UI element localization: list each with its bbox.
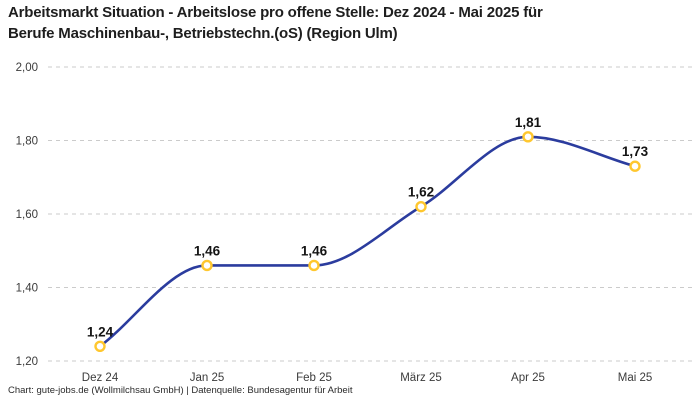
data-point-marker xyxy=(308,259,320,272)
series-line xyxy=(98,135,637,348)
data-point-marker xyxy=(522,131,534,143)
data-value-label: 1,73 xyxy=(622,144,649,159)
data-value-label: 1,81 xyxy=(515,115,542,130)
y-axis-tick-labels: 2,00 1,80 1,60 1,40 1,20 xyxy=(16,62,38,368)
chart-title-line2: Berufe Maschinenbau-, Betriebstechn.(oS)… xyxy=(8,25,398,42)
y-tick-label: 1,20 xyxy=(16,356,38,368)
x-tick-label: Dez 24 xyxy=(82,372,119,384)
data-value-labels: 1,24 1,46 1,46 1,62 1,81 1,73 xyxy=(87,115,649,339)
y-tick-label: 1,80 xyxy=(16,136,38,148)
chart-title-line1: Arbeitsmarkt Situation - Arbeitslose pro… xyxy=(8,4,543,21)
x-tick-label: Apr 25 xyxy=(511,372,545,384)
data-point-marker xyxy=(415,200,427,213)
y-tick-label: 1,40 xyxy=(16,283,38,295)
x-tick-label: März 25 xyxy=(400,372,442,384)
y-tick-label: 1,60 xyxy=(16,209,38,221)
x-tick-label: Feb 25 xyxy=(296,372,332,384)
data-value-label: 1,46 xyxy=(194,243,221,258)
data-point-markers xyxy=(94,131,641,352)
x-tick-label: Jan 25 xyxy=(190,372,225,384)
x-tick-label: Mai 25 xyxy=(618,372,653,384)
data-point-marker xyxy=(201,259,213,272)
data-value-label: 1,46 xyxy=(301,243,328,258)
data-point-marker xyxy=(94,340,106,352)
data-point-marker xyxy=(629,160,641,172)
chart-title: Arbeitsmarkt Situation - Arbeitslose pro… xyxy=(8,2,543,44)
data-series-line xyxy=(98,135,637,348)
data-value-label: 1,62 xyxy=(408,185,434,200)
gridlines xyxy=(48,66,696,362)
data-value-label: 1,24 xyxy=(87,324,114,339)
x-axis-tick-labels: Dez 24 Jan 25 Feb 25 März 25 Apr 25 Mai 25 xyxy=(82,372,652,384)
y-tick-label: 2,00 xyxy=(16,62,38,74)
source-attribution: Chart: gute-jobs.de (Wollmilchsau GmbH) … xyxy=(8,385,353,396)
